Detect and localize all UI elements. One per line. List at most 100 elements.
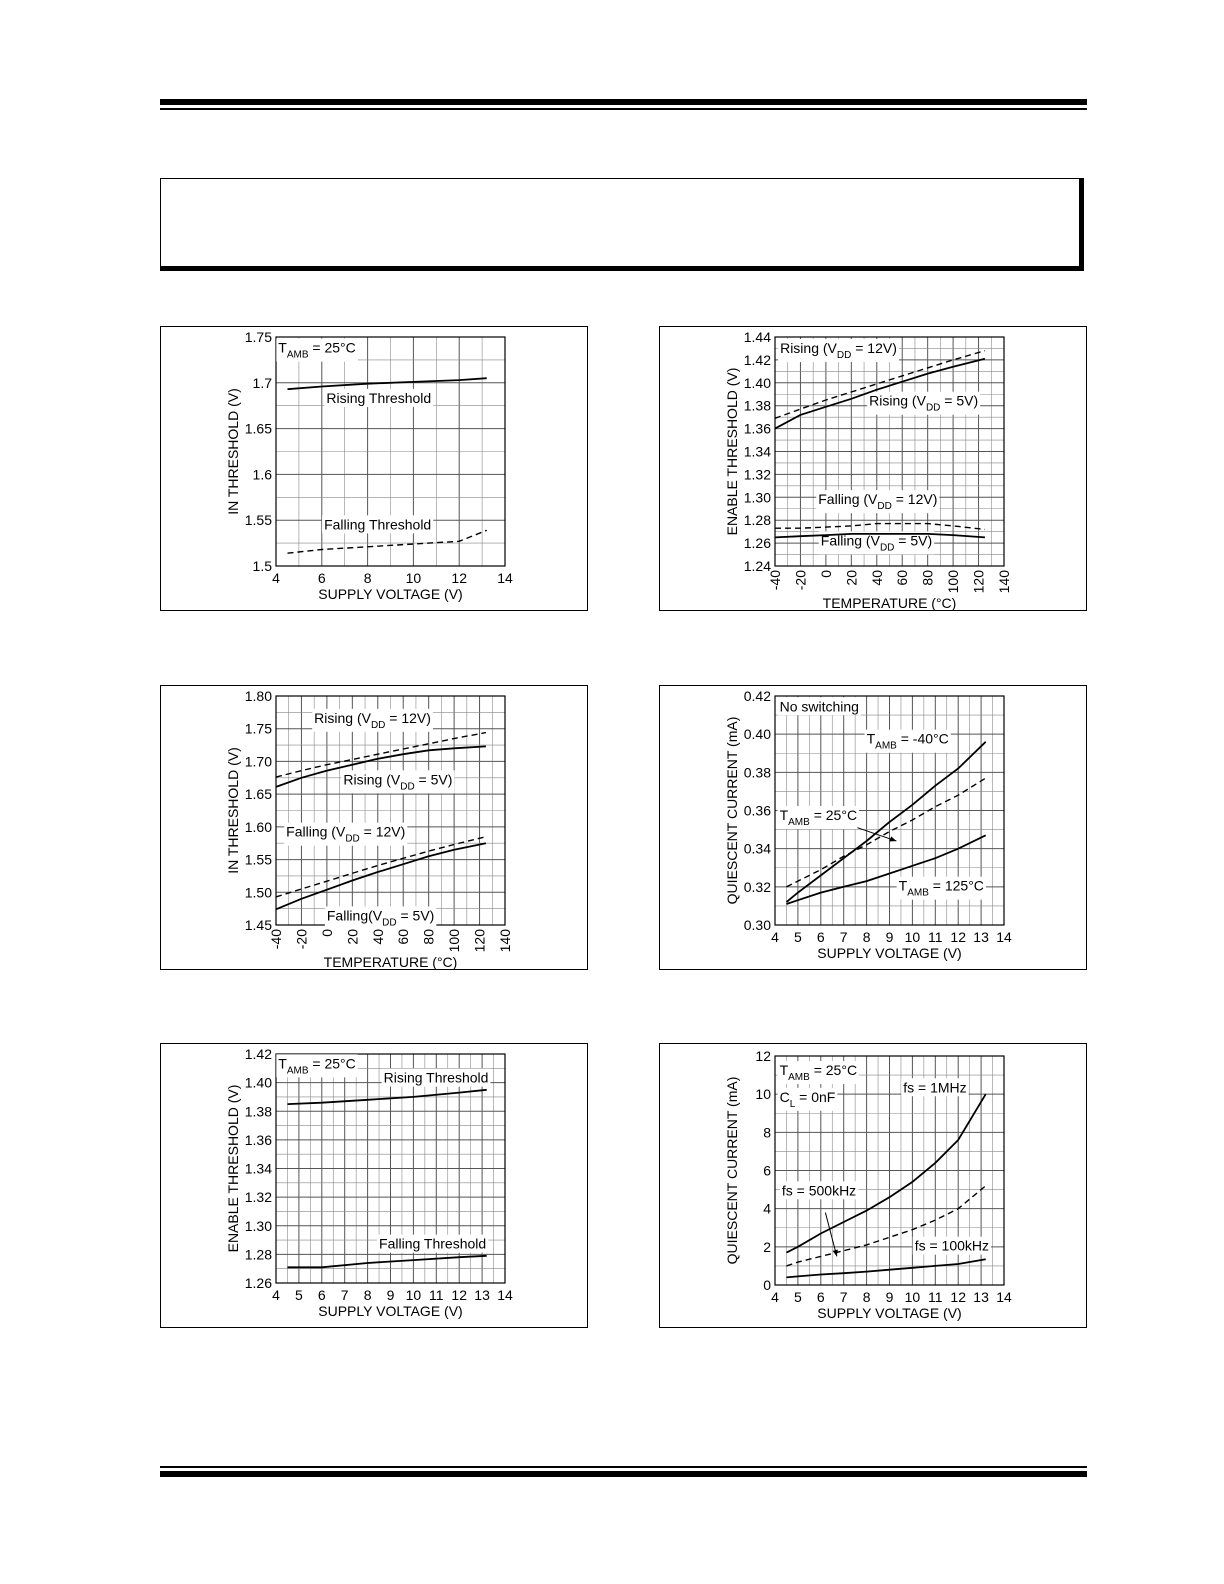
y-axis-title: IN THRESHOLD (V) [225,388,241,515]
x-axis-title: SUPPLY VOLTAGE (V) [817,945,961,961]
plot-frame [275,336,506,567]
y-tick-label: 1.40 [744,375,771,391]
y-tick-label: 10 [755,1086,771,1102]
y-tick-label: 6 [763,1163,771,1179]
chart-4: No switching TAMB = -40°C TAMB = 25°C TAMB … [724,688,1012,961]
series-line-2 [786,1185,987,1267]
y-tick-label: 1.42 [744,352,771,368]
x-tick-label: 9 [886,1289,894,1305]
x-tick-label: 60 [395,929,411,945]
x-axis-title: SUPPLY VOLTAGE (V) [318,1303,462,1319]
x-tick-label: 13 [973,929,989,945]
annotation-label: Falling (VDD = 12V) [818,491,937,512]
annotation-label: Falling(VDD = 5V) [327,907,434,928]
series-line-2 [774,357,986,430]
series-line-4 [275,842,487,911]
annotation-label: TAMB = 25°C [780,1062,857,1083]
y-axis-title: IN THRESHOLD (V) [225,747,241,874]
footer-rule-thick [160,1471,1087,1477]
x-tick-label: 13 [474,1287,490,1303]
y-tick-label: 1.38 [245,1103,272,1119]
x-tick-label: 14 [996,1289,1012,1305]
x-tick-label: 11 [928,929,943,945]
y-tick-label: 1.24 [744,558,771,574]
x-tick-label: 7 [840,929,848,945]
y-tick-label: 0.42 [744,688,771,704]
y-tick-label: 1.32 [744,466,771,482]
x-tick-label: 12 [950,1289,966,1305]
series-line-1 [275,731,487,778]
y-tick-label: 1.44 [744,329,771,345]
y-tick-label: 1.34 [744,444,771,460]
annotation-arrow [857,827,897,842]
x-tick-label: 140 [996,570,1012,594]
series-line-1 [287,377,487,391]
x-tick-label: 8 [863,929,871,945]
y-tick-label: 1.36 [245,1132,272,1148]
x-tick-label: 40 [370,929,386,945]
x-tick-label: 12 [451,1287,467,1303]
x-tick-label: 10 [905,929,921,945]
annotation-background [816,490,940,514]
y-tick-label: 1.36 [744,421,771,437]
y-tick-label: 1.6 [253,466,273,482]
x-tick-label: 7 [341,1287,349,1303]
x-axis-title: TEMPERATURE (°C) [823,595,957,610]
x-tick-label: 11 [928,1289,943,1305]
x-tick-label: 5 [295,1287,303,1303]
annotation-label: fs = 100kHz [915,1238,989,1254]
x-tick-label: 7 [840,1289,848,1305]
x-tick-label: 100 [446,929,462,953]
x-tick-label: 4 [272,570,280,586]
x-tick-label: 140 [497,929,513,953]
series-line-3 [775,522,985,531]
x-tick-label: 80 [920,570,936,586]
annotation-background [864,729,951,753]
y-tick-label: 1.55 [245,512,272,528]
x-tick-label: 100 [945,570,961,594]
y-tick-label: 1.30 [245,1218,272,1234]
chart-panel-5: TAMB = 25°C Rising Threshold Falling Thres… [160,1043,588,1328]
y-tick-label: 1.75 [245,721,272,737]
annotation-background [341,770,455,794]
annotation-background [912,1236,992,1255]
y-tick-label: 1.26 [245,1275,272,1291]
note-box [160,178,1084,271]
series-line-2 [786,777,987,888]
y-tick-label: 8 [763,1124,771,1140]
annotation-label: Rising Threshold [384,1070,489,1086]
annotation-arrowhead [832,1249,838,1257]
x-tick-label: 8 [364,570,372,586]
y-tick-label: 0.40 [744,726,771,742]
annotation-label: Falling (VDD = 5V) [821,532,932,553]
series-line-1 [785,741,987,903]
y-axis-title: ENABLE THRESHOLD (V) [724,368,740,536]
annotation-background [377,1234,489,1253]
x-tick-label: 12 [950,929,966,945]
y-tick-label: 1.60 [245,819,272,835]
y-tick-label: 1.50 [245,884,272,900]
x-tick-label: 10 [406,570,422,586]
x-tick-label: 14 [996,929,1012,945]
series-line-1 [786,1093,987,1254]
y-tick-label: 1.65 [245,786,272,802]
annotation-label: TAMB = 25°C [278,340,355,361]
annotation-background [381,1068,491,1087]
footer-rule-thin [160,1466,1087,1468]
x-tick-label: 6 [318,570,326,586]
y-tick-label: 1.34 [245,1161,272,1177]
y-tick-label: 1.70 [245,753,272,769]
y-tick-label: 1.38 [744,398,771,414]
y-axis-title: ENABLE THRESHOLD (V) [225,1085,241,1253]
x-tick-label: -20 [293,929,309,949]
annotation-label: No switching [780,698,859,714]
y-tick-label: 0.36 [744,803,771,819]
x-tick-label: 120 [472,929,488,953]
annotation-label: Rising (VDD = 12V) [780,340,897,361]
y-tick-label: 1.80 [245,688,272,704]
y-tick-label: 1.30 [744,489,771,505]
x-tick-label: 80 [421,929,437,945]
chart-panel-6: TAMB = 25°C CL = 0nF fs = 1MHz fs = 500kHz f… [659,1043,1087,1328]
y-tick-label: 1.42 [245,1046,272,1062]
series-line-2 [287,1254,487,1269]
